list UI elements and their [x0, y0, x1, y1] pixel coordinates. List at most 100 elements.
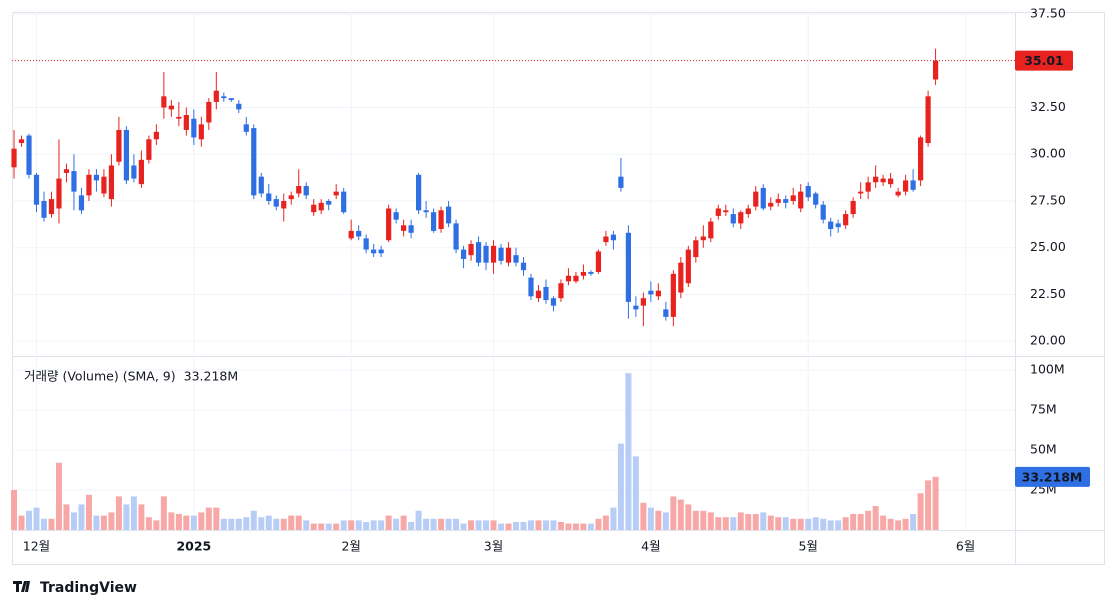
candle-body — [243, 124, 249, 132]
candle-body — [26, 135, 32, 175]
candle-body — [475, 242, 482, 263]
candle-body — [820, 204, 826, 220]
candle-body — [723, 210, 729, 213]
volume-bar — [520, 521, 527, 530]
volume-bar — [527, 520, 534, 530]
candle-body — [41, 200, 47, 218]
candle-body — [108, 165, 115, 200]
candle-body — [333, 191, 339, 196]
volume-bar — [333, 523, 340, 530]
volume-bar — [228, 518, 235, 530]
candle-body — [745, 208, 751, 215]
volume-bar — [850, 513, 857, 530]
volume-bar — [445, 518, 452, 530]
x-tick-label: 2월 — [341, 539, 360, 554]
volume-bar — [805, 518, 812, 530]
candle-body — [678, 262, 684, 293]
volume-bar — [100, 515, 107, 530]
volume-bar — [468, 520, 475, 530]
candle-body — [573, 275, 579, 282]
y-tick-label: 22.50 — [1030, 286, 1066, 301]
volume-bar — [295, 515, 302, 530]
candle-body — [273, 199, 279, 207]
volume-bar — [625, 373, 632, 530]
candle-body — [341, 191, 347, 213]
volume-bar — [767, 515, 774, 530]
volume-bar — [557, 521, 564, 530]
volume-bar — [190, 515, 197, 530]
volume-bar — [535, 520, 542, 530]
volume-bar — [11, 489, 18, 530]
candle-body — [430, 212, 437, 231]
candle-body — [648, 290, 654, 295]
volume-bar — [265, 515, 272, 530]
volume-bar — [40, 518, 47, 530]
candle-body — [101, 176, 107, 194]
candle-body — [693, 240, 699, 258]
candle-body — [603, 236, 609, 243]
volume-bar — [797, 518, 804, 530]
volume-bar — [280, 518, 287, 530]
volume-bar — [423, 518, 430, 530]
volume-bar — [737, 512, 744, 530]
brand-name: TradingView — [40, 580, 137, 596]
candle-body — [790, 195, 796, 201]
volume-bar — [677, 499, 684, 530]
volume-bar — [213, 507, 220, 530]
candle-body — [296, 186, 302, 194]
candle-body — [251, 128, 257, 196]
candle-body — [550, 298, 557, 306]
volume-bar — [745, 513, 752, 530]
volume-bar — [730, 517, 737, 530]
volume-bar — [790, 518, 797, 530]
candle-body — [490, 245, 497, 263]
candle-body — [138, 159, 144, 185]
tradingview-logo: TradingView — [13, 580, 137, 596]
candle-body — [48, 199, 55, 215]
last-price-badge — [1015, 50, 1073, 71]
candle-body — [580, 272, 587, 276]
volume-bar — [48, 518, 55, 530]
y-tick-label: 30.00 — [1030, 146, 1066, 161]
x-tick-label: 5월 — [798, 539, 817, 554]
candle-body — [18, 139, 25, 144]
candle-body — [146, 139, 152, 160]
candle-body — [11, 148, 17, 168]
candle-body — [565, 275, 572, 282]
candle-body — [371, 249, 377, 254]
volume-bar — [587, 523, 594, 530]
candle-body — [813, 193, 819, 205]
volume-bar — [865, 510, 872, 530]
candle-body — [625, 232, 631, 302]
volume-bar — [880, 515, 887, 530]
y-tick-label: 50M — [1030, 441, 1057, 456]
candle-body — [595, 251, 602, 273]
volume-bar — [670, 496, 677, 530]
candle-body — [663, 309, 669, 317]
candle-body — [903, 180, 909, 192]
volume-bar — [887, 518, 894, 530]
candle-body — [670, 273, 676, 317]
candle-body — [131, 165, 137, 179]
candle-body — [213, 90, 219, 102]
candle-body — [520, 262, 527, 271]
candle-body — [71, 171, 77, 192]
volume-bar — [258, 517, 265, 530]
candle-body — [730, 214, 736, 224]
candle-body — [640, 298, 646, 306]
volume-bar — [130, 496, 137, 530]
candle-body — [176, 116, 182, 119]
candle-body — [633, 305, 639, 310]
candle-body — [318, 202, 324, 211]
candle-body — [438, 210, 444, 230]
x-tick-label: 12월 — [23, 539, 50, 554]
volume-bar — [78, 504, 85, 530]
volume-bar — [932, 476, 939, 530]
volume-bar — [168, 512, 175, 530]
volume-bar — [93, 515, 100, 530]
candle-body — [917, 137, 924, 181]
volume-bar — [310, 523, 317, 530]
candle-body — [93, 174, 100, 181]
volume-bar — [160, 496, 167, 530]
volume-bar — [580, 523, 587, 530]
